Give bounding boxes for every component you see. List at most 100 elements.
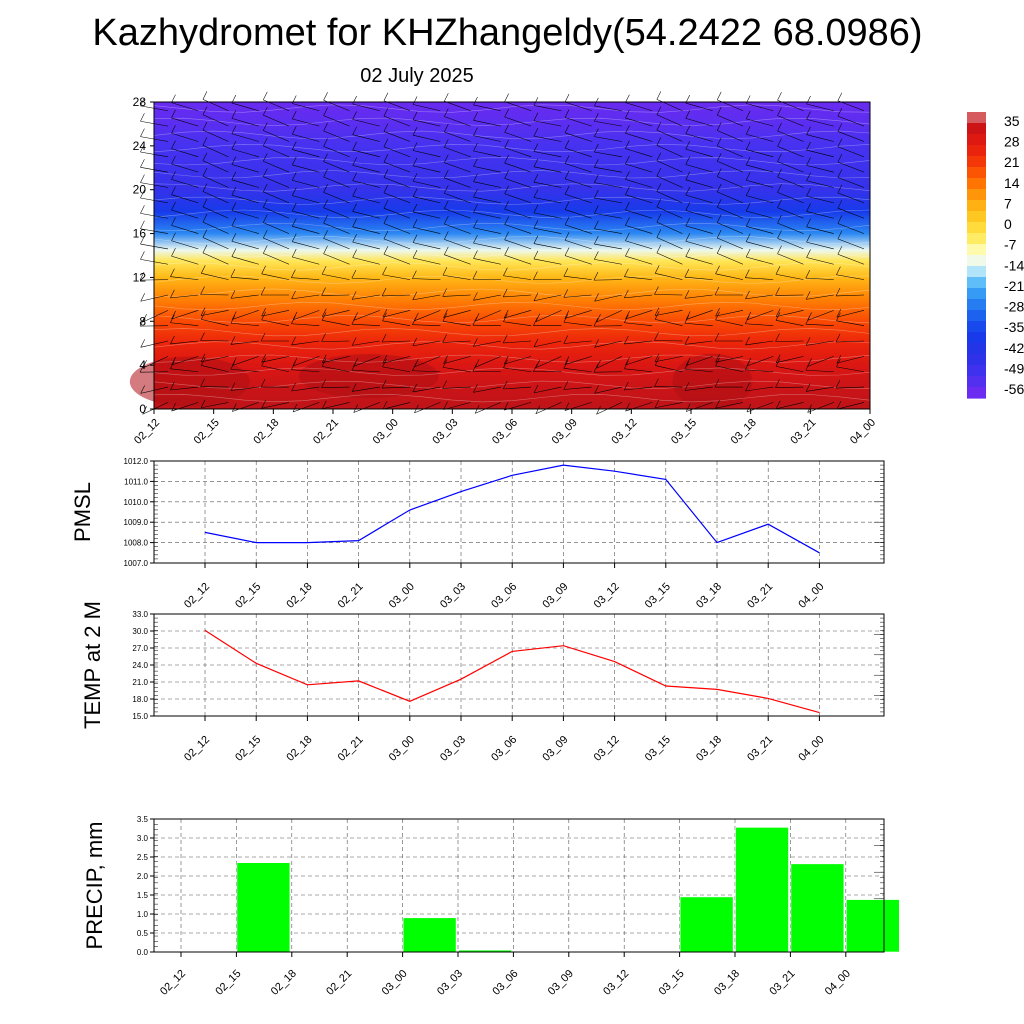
wind-barb-flag (202, 244, 208, 254)
wind-barb (836, 340, 865, 343)
wind-barb (837, 238, 865, 250)
wind-barb (805, 369, 834, 372)
wind-barb (563, 321, 592, 326)
wind-barb-flag (171, 171, 176, 180)
wind-barb (352, 340, 380, 346)
heatmap-contour (153, 249, 871, 258)
colorbar-band (967, 200, 986, 212)
heatmap-panel: 0 4 8 12 16 20 24 28 02_12 02_15 02_18 02_21 03_00 03… (129, 91, 878, 447)
pmsl-x-tick-label: 02_15 (233, 581, 263, 611)
pmsl-ylabel: PMSL (70, 482, 95, 542)
precip-y-tick-label: 1.0 (137, 910, 149, 919)
wind-barb (656, 129, 683, 142)
wind-barb (746, 226, 774, 234)
wind-barb-flag (502, 288, 508, 298)
heatmap-contour (153, 354, 871, 363)
wind-barb (263, 130, 290, 142)
wind-barb-flag (775, 287, 780, 296)
wind-barb (291, 277, 320, 280)
wind-barb (382, 340, 411, 343)
precip-x-tick-label: 03_15 (657, 968, 687, 998)
wind-barb (383, 146, 411, 158)
wind-barb-flag (504, 108, 509, 118)
wind-barb-flag (594, 128, 599, 137)
wind-barb (231, 179, 259, 188)
wind-barb-flag (805, 337, 811, 346)
wind-barb (656, 145, 683, 158)
wind-barb-flag (292, 248, 297, 258)
wind-barb (533, 197, 562, 204)
heatmap-contour (153, 301, 871, 311)
wind-barb (473, 242, 501, 250)
wind-barb (563, 386, 592, 390)
colorbar: 35 28 21 14 7 0 -7 -14 -21 -28 -35 -42 -49 -56 (967, 112, 1024, 399)
wind-barb (685, 240, 713, 250)
wind-barb (383, 192, 411, 204)
wind-barb (685, 194, 713, 204)
wind-barb-flag (382, 308, 388, 318)
wind-barb-flag (473, 127, 478, 136)
wind-barb (170, 276, 199, 280)
precip-y-tick-label: 3.0 (137, 834, 149, 843)
wind-barb (414, 402, 441, 414)
wind-barb-flag (140, 128, 145, 137)
wind-barb (263, 222, 290, 234)
precip-y-tick-label: 1.5 (137, 891, 149, 900)
wind-barb (837, 115, 865, 127)
wind-barb (413, 165, 441, 173)
wind-barb (142, 356, 169, 369)
wind-barb-flag (230, 269, 236, 278)
precip-bar (845, 899, 900, 953)
wind-barb (444, 223, 471, 234)
temp-y-tick-label: 21.0 (132, 678, 148, 687)
wind-barb (323, 146, 350, 158)
wind-barb-flag (806, 187, 811, 197)
wind-barb-flag (202, 198, 208, 207)
wind-barb-flag (352, 187, 357, 197)
wind-barb (352, 241, 380, 250)
wind-barb-flag (291, 269, 296, 278)
wind-barb (504, 116, 532, 127)
wind-barb-flag (564, 356, 570, 365)
wind-barb-flag (533, 112, 539, 121)
temp-x-tick-label: 02_12 (182, 734, 212, 764)
wind-barb-flag (777, 230, 782, 239)
heatmap-y-tick-label: 24 (133, 139, 147, 153)
wind-barb (624, 368, 653, 372)
wind-barb (503, 386, 532, 390)
wind-barb (564, 193, 592, 204)
wind-barb-flag (535, 405, 541, 414)
wind-barb-flag (806, 172, 811, 181)
wind-barb (805, 277, 834, 280)
wind-barb-flag (716, 122, 722, 131)
wind-barb-flag (745, 336, 750, 346)
wind-barb (443, 402, 471, 410)
wind-barb-flag (381, 287, 387, 297)
wind-barb (594, 120, 622, 127)
wind-barb (382, 320, 411, 326)
wind-barb (412, 294, 441, 301)
wind-barb (353, 356, 380, 367)
temp-x-tick-label: 03_09 (540, 734, 570, 764)
wind-barb-flag (716, 229, 722, 239)
wind-barb (200, 356, 229, 362)
wind-barb-flag (745, 233, 751, 242)
wind-barb-flag (594, 159, 599, 168)
wind-barb (625, 133, 653, 142)
wind-barb (473, 212, 501, 219)
wind-barb-flag (656, 106, 662, 115)
wind-barb-flag (594, 205, 599, 214)
wind-barb (263, 145, 290, 158)
wind-barb (352, 294, 380, 300)
wind-barb (352, 211, 380, 219)
wind-barb (806, 226, 834, 234)
wind-barb-flag (745, 290, 750, 299)
wind-barb-flag (353, 312, 358, 321)
wind-barb (473, 181, 501, 188)
wind-barb-flag (292, 311, 298, 321)
wind-barb-flag (564, 201, 570, 210)
wind-barb (625, 117, 653, 127)
heatmap-x-tick-label: 02_18 (251, 417, 281, 447)
wind-barb (806, 340, 834, 346)
wind-barb (504, 239, 532, 250)
